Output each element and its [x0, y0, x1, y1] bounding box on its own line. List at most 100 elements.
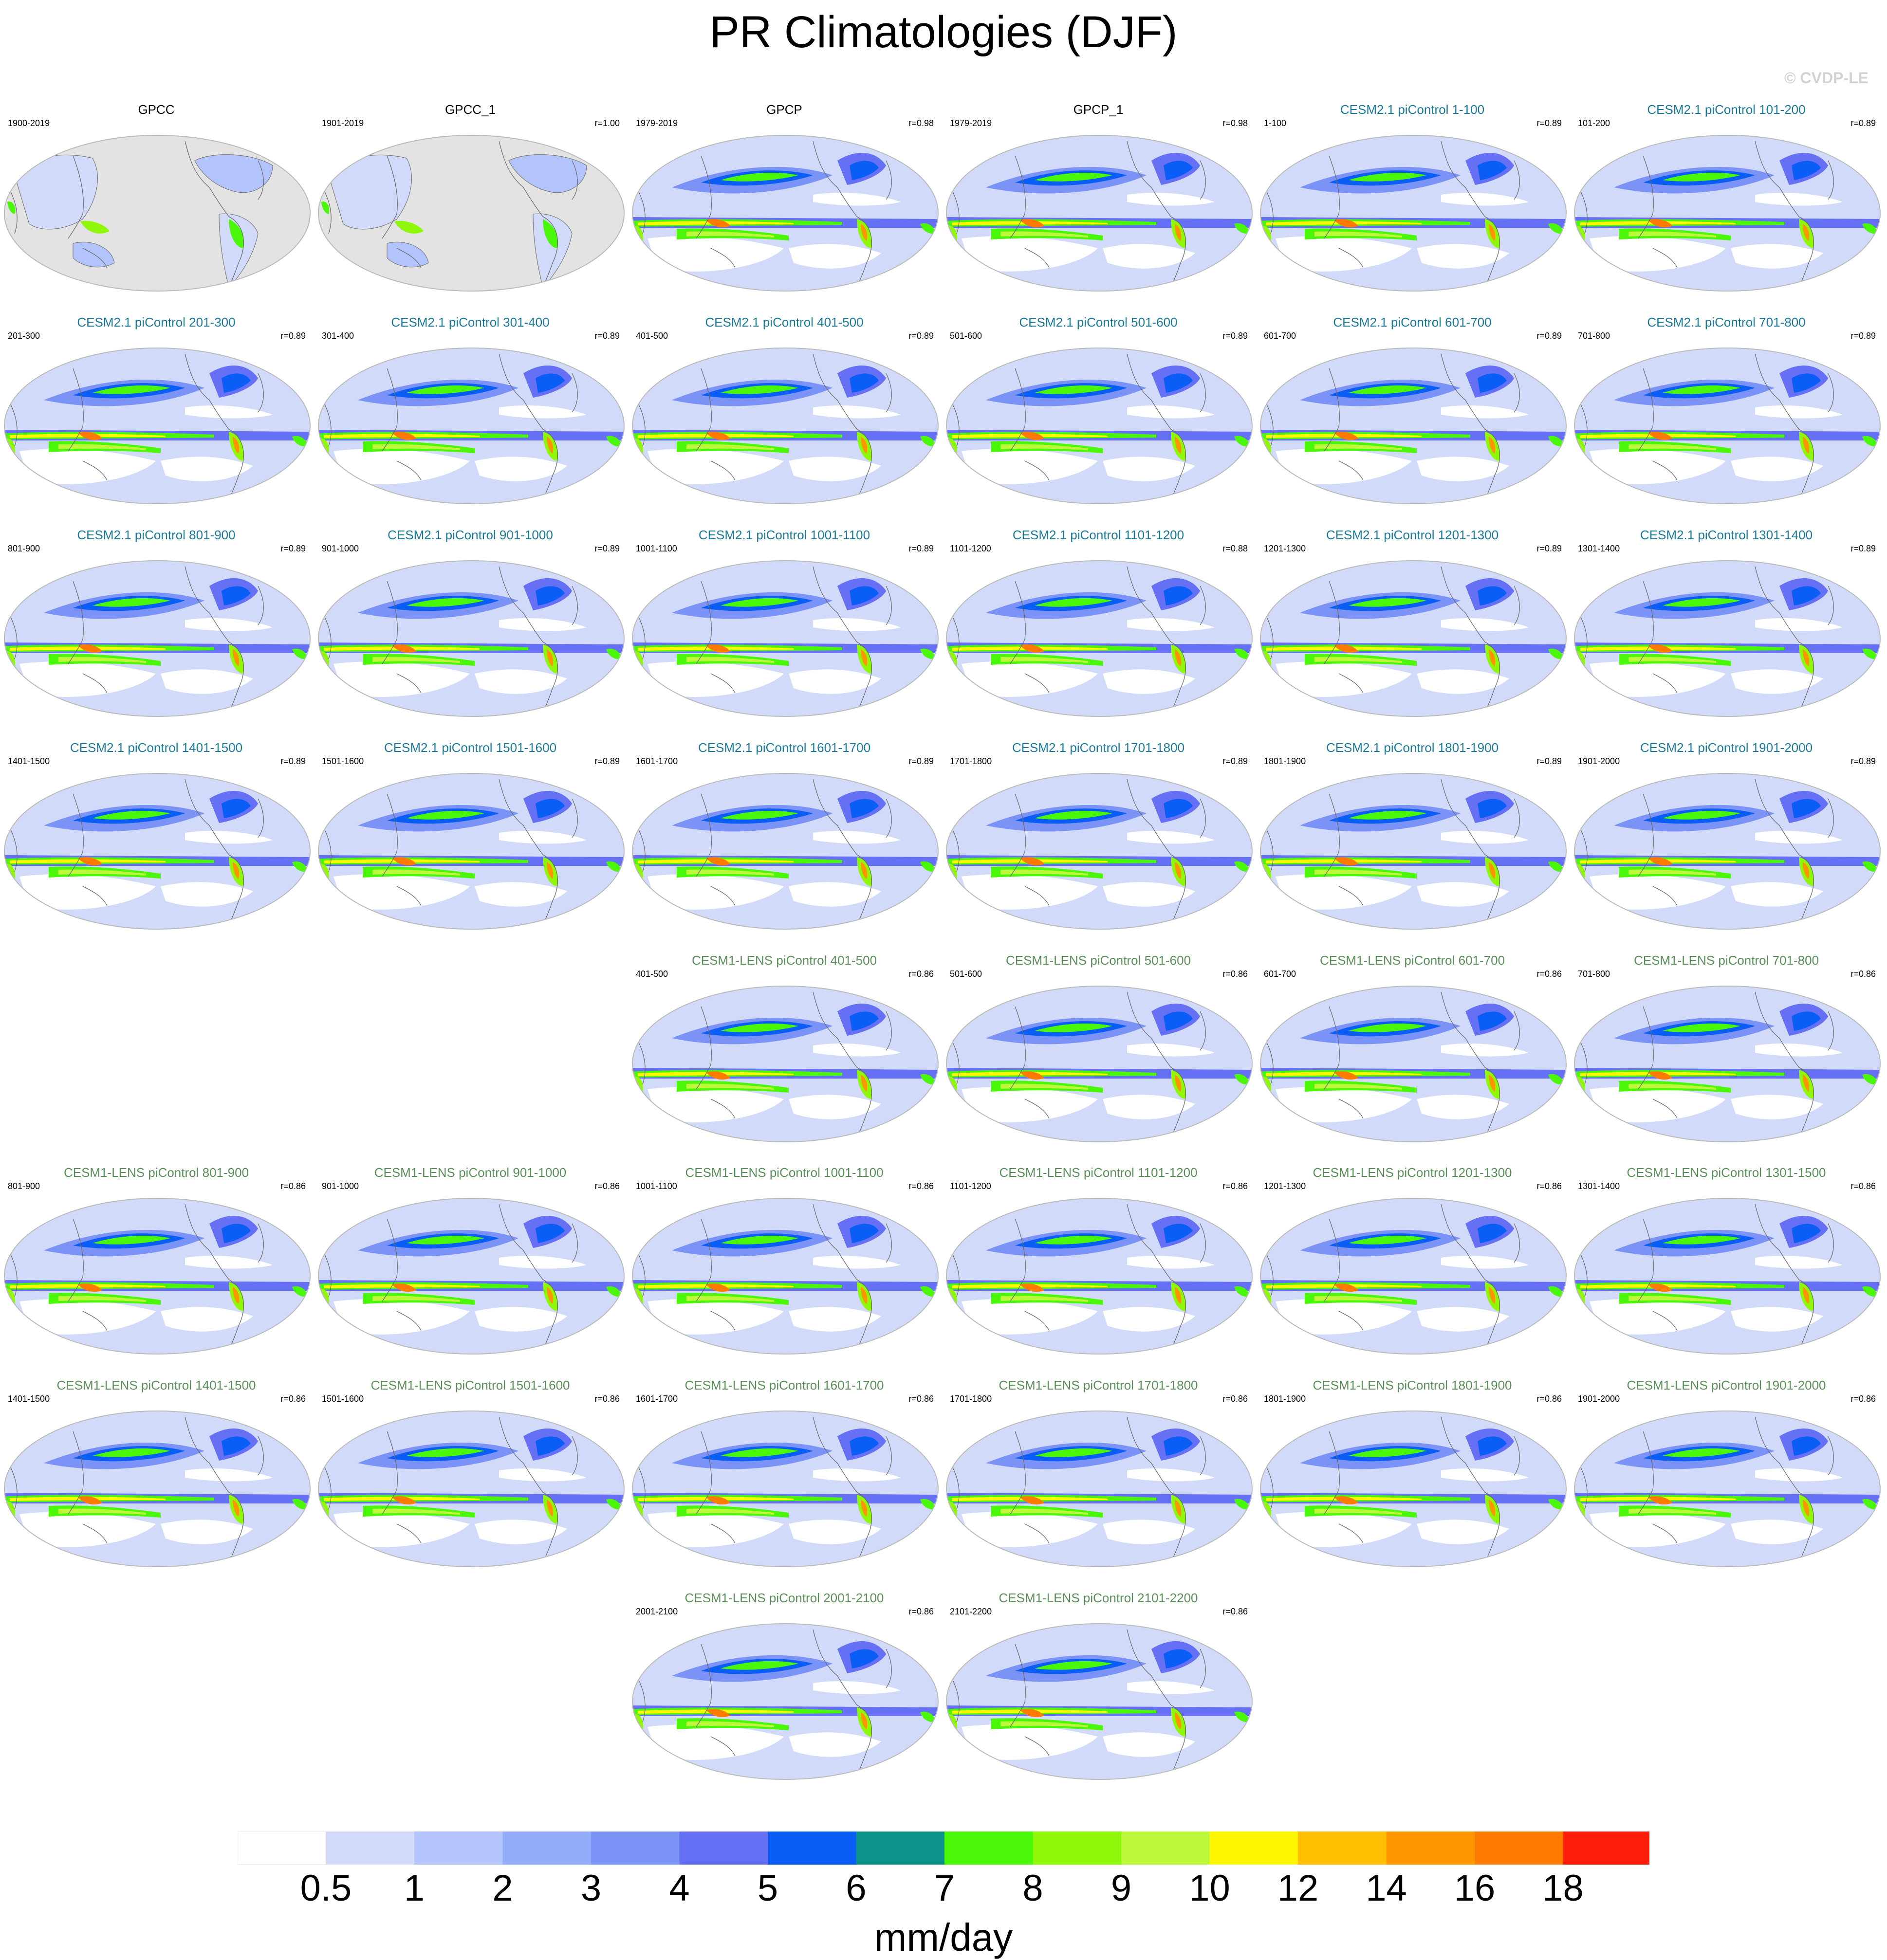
- coastline: [1579, 1252, 1588, 1297]
- dry-region: [499, 1468, 587, 1482]
- dry-region: [1417, 244, 1509, 269]
- coastline: [185, 566, 229, 642]
- panel-pattern-correlation: r=0.86: [1222, 1181, 1248, 1191]
- coastline: [1265, 1040, 1274, 1085]
- amazon-rain-max: [1175, 1287, 1182, 1304]
- amazon-rain-max: [233, 437, 240, 454]
- panel-years: 1501-1600: [322, 756, 364, 766]
- warm-pool-max: [706, 432, 730, 440]
- indian-ocean-rain: [1234, 1711, 1250, 1722]
- coastline: [258, 160, 264, 200]
- coastline: [1338, 673, 1364, 694]
- coastline: [82, 1523, 108, 1544]
- spcz-core: [372, 657, 460, 663]
- colorbar: 0.5 1 2 3 4 5 6 7 8 9 10 12 14 16 18: [238, 1832, 1649, 1909]
- map-plot: [632, 1623, 939, 1780]
- indian-ocean-rain: [1862, 223, 1878, 234]
- dry-region: [1755, 192, 1843, 206]
- map-panel: CESM2.1 piControl 801-900 801-900 r=0.89: [0, 528, 313, 740]
- dry-region: [10, 1309, 20, 1326]
- amazon-rain-max: [1489, 1075, 1496, 1092]
- coastline: [1265, 402, 1274, 447]
- coastline: [82, 673, 108, 694]
- coastline: [710, 460, 736, 481]
- dry-region: [962, 1724, 1098, 1760]
- dry-region: [161, 1307, 253, 1332]
- warm-pool-max: [706, 1071, 730, 1080]
- dry-region: [648, 236, 784, 272]
- colorbar-tick-label: 0.5: [300, 1868, 352, 1909]
- map-outline: [632, 1623, 939, 1780]
- dry-region: [499, 618, 587, 631]
- dry-region: [1590, 1299, 1726, 1335]
- amazon-rain-max: [1175, 437, 1182, 454]
- atlantic-storm-track-core: [1478, 586, 1507, 605]
- panel-years: 1979-2019: [950, 118, 992, 128]
- map-panel: GPCC 1900-2019: [0, 102, 313, 314]
- panel-pattern-correlation: r=0.86: [280, 1181, 306, 1191]
- coastline: [499, 779, 543, 855]
- indian-ocean-rain: [606, 1286, 622, 1297]
- indian-ocean-rain: [1548, 1499, 1564, 1510]
- coastline: [258, 798, 264, 838]
- coastline: [1828, 160, 1834, 200]
- amazon-rain-max: [1803, 437, 1810, 454]
- panel-pattern-correlation: r=0.89: [280, 544, 306, 553]
- coastline: [1338, 886, 1364, 906]
- amazon-rain-max: [1803, 1287, 1810, 1304]
- dry-region: [813, 192, 901, 206]
- atlantic-storm-track-core: [1478, 1011, 1507, 1031]
- dry-region: [1417, 882, 1509, 907]
- map-panel: CESM1-LENS piControl 801-900 801-900 r=0.8…: [0, 1165, 313, 1377]
- dry-region: [333, 1512, 470, 1547]
- panel-years: 1801-1900: [1264, 1394, 1306, 1404]
- colorbar-swatch: [591, 1832, 680, 1865]
- warm-pool-max: [1648, 1496, 1672, 1505]
- dry-region: [952, 1522, 962, 1539]
- coastline: [82, 1311, 108, 1331]
- coastline: [1324, 1006, 1340, 1090]
- coastline: [9, 1252, 18, 1297]
- dry-region: [19, 449, 156, 484]
- dry-region: [161, 669, 253, 694]
- pacific-storm-track-core: [1349, 385, 1426, 394]
- amazon-rain-region: [229, 219, 244, 248]
- map-outline: [1260, 135, 1567, 292]
- pacific-storm-track-core: [1035, 172, 1112, 182]
- map-plot: [946, 773, 1253, 930]
- coastline: [1024, 248, 1050, 268]
- atlantic-storm-track-core: [1792, 586, 1821, 605]
- map-plot: [1260, 1410, 1567, 1567]
- coastline: [1324, 1218, 1340, 1302]
- pacific-storm-track-core: [1663, 810, 1740, 820]
- colorbar-swatch: [1475, 1832, 1563, 1865]
- coastline: [813, 1416, 857, 1493]
- amazon-rain-max: [1803, 649, 1810, 666]
- dry-region: [1441, 618, 1529, 631]
- panel-title: CESM1-LENS piControl 601-700: [1319, 953, 1505, 968]
- panel-years: 1401-1500: [8, 1394, 50, 1404]
- map-plot: [1574, 986, 1881, 1142]
- colorbar-swatch: [679, 1832, 768, 1865]
- atlantic-storm-track-core: [850, 161, 879, 180]
- coastline: [1828, 1436, 1834, 1476]
- colorbar-swatch: [768, 1832, 856, 1865]
- map-plot: [632, 773, 939, 930]
- dry-region: [1441, 1468, 1529, 1482]
- panel-years: 701-800: [1578, 331, 1610, 341]
- atlantic-storm-track-core: [1478, 1224, 1507, 1243]
- coastline: [813, 991, 857, 1068]
- dry-region: [789, 1520, 881, 1544]
- atlantic-storm-track-core: [536, 1436, 565, 1456]
- dry-region: [952, 246, 962, 263]
- panel-pattern-correlation: r=0.86: [594, 1394, 620, 1404]
- dry-region: [19, 1512, 156, 1547]
- coastline: [1638, 368, 1654, 452]
- warm-pool-max: [1020, 219, 1044, 228]
- coastline: [382, 368, 398, 452]
- panel-title: CESM1-LENS piControl 2001-2100: [684, 1591, 884, 1605]
- coastline: [1200, 373, 1206, 413]
- map-panel: CESM2.1 piControl 901-1000 901-1000 r=0.89: [314, 528, 627, 740]
- atlantic-storm-track-core: [850, 1649, 879, 1668]
- dry-region: [813, 1043, 901, 1057]
